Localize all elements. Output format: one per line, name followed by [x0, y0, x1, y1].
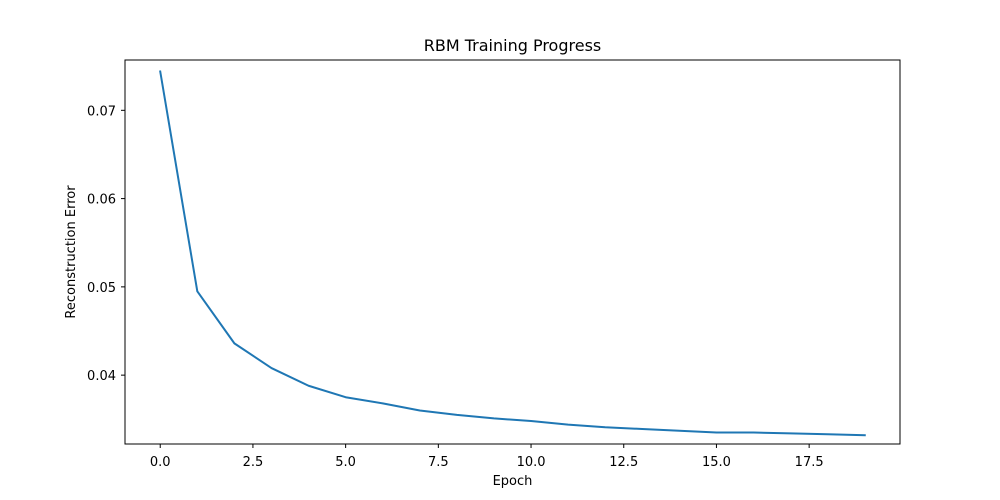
plot-area-frame [124, 59, 901, 445]
x-tick-label: 5.0 [335, 455, 356, 470]
y-axis-ticks: 0.04 0.05 0.06 0.07 [87, 104, 125, 384]
y-tick-label: 0.07 [87, 104, 116, 119]
y-tick-label: 0.04 [87, 369, 116, 384]
x-tick-label: 12.5 [609, 455, 638, 470]
y-tick-label: 0.05 [87, 281, 116, 296]
x-tick-label: 2.5 [243, 455, 264, 470]
y-axis-label: Reconstruction Error [64, 185, 79, 319]
x-axis-ticks: 0.0 2.5 5.0 7.5 10.0 12.5 15.0 17.5 [150, 444, 824, 470]
chart-title: RBM Training Progress [424, 36, 601, 55]
x-tick-label: 10.0 [517, 455, 546, 470]
x-tick-label: 7.5 [428, 455, 449, 470]
y-tick-label: 0.06 [87, 193, 116, 208]
x-tick-label: 15.0 [702, 455, 731, 470]
series-line [159, 70, 866, 437]
x-tick-label: 17.5 [795, 455, 824, 470]
x-axis-label: Epoch [493, 474, 533, 489]
series-layer [159, 70, 866, 437]
x-tick-label: 0.0 [150, 455, 171, 470]
